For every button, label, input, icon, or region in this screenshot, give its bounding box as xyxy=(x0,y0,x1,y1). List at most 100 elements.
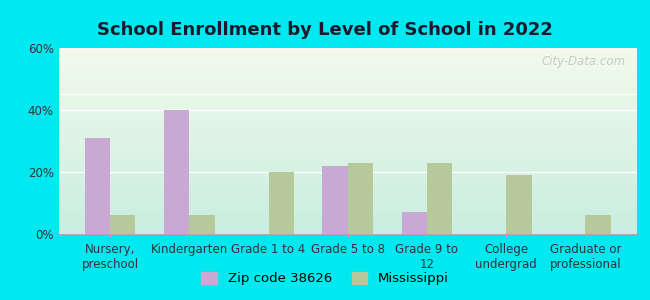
Bar xyxy=(58,115,637,116)
Bar xyxy=(58,50,637,51)
Bar xyxy=(58,101,637,102)
Bar xyxy=(58,119,637,120)
Bar xyxy=(58,209,637,210)
Bar xyxy=(58,194,637,195)
Bar xyxy=(58,130,637,131)
Bar xyxy=(58,172,637,173)
Bar xyxy=(58,197,637,198)
Bar xyxy=(58,112,637,113)
Bar xyxy=(58,69,637,70)
Bar xyxy=(58,113,637,114)
Bar xyxy=(58,85,637,86)
Bar xyxy=(58,171,637,172)
Bar xyxy=(58,198,637,199)
Bar xyxy=(58,151,637,152)
Bar xyxy=(189,215,214,234)
Bar xyxy=(58,79,637,80)
Bar xyxy=(58,114,637,115)
Bar xyxy=(58,54,637,55)
Bar xyxy=(58,110,637,111)
Bar xyxy=(58,53,637,54)
Bar xyxy=(58,188,637,189)
Bar xyxy=(58,98,637,99)
Bar xyxy=(58,60,637,61)
Bar xyxy=(58,208,637,209)
Bar xyxy=(58,186,637,187)
Bar xyxy=(58,183,637,184)
Bar xyxy=(58,140,637,141)
Bar xyxy=(58,213,637,214)
Bar xyxy=(58,157,637,158)
Bar xyxy=(268,172,294,234)
Bar xyxy=(58,80,637,82)
Bar xyxy=(58,125,637,126)
Bar xyxy=(58,88,637,89)
Bar xyxy=(58,228,637,229)
Bar xyxy=(58,149,637,150)
Bar xyxy=(58,68,637,69)
Bar xyxy=(58,223,637,224)
Bar xyxy=(58,107,637,108)
Legend: Zip code 38626, Mississippi: Zip code 38626, Mississippi xyxy=(196,266,454,290)
Bar xyxy=(58,160,637,161)
Bar xyxy=(58,166,637,167)
Bar xyxy=(58,97,637,98)
Bar xyxy=(58,216,637,217)
Bar xyxy=(58,136,637,137)
Bar xyxy=(58,199,637,200)
Bar xyxy=(58,106,637,107)
Bar xyxy=(58,123,637,124)
Bar xyxy=(58,154,637,155)
Bar xyxy=(58,184,637,185)
Bar xyxy=(58,160,637,161)
Bar xyxy=(58,168,637,169)
Bar xyxy=(58,214,637,215)
Bar xyxy=(58,84,637,85)
Bar xyxy=(58,177,637,178)
Bar xyxy=(58,49,637,50)
Bar xyxy=(58,165,637,166)
Bar xyxy=(58,167,637,168)
Bar xyxy=(58,124,637,125)
Bar xyxy=(586,215,611,234)
Bar xyxy=(58,121,637,122)
Bar xyxy=(58,164,637,165)
Bar xyxy=(58,180,637,181)
Bar xyxy=(58,73,637,74)
Bar xyxy=(58,229,637,230)
Bar xyxy=(58,74,637,75)
Bar xyxy=(58,146,637,147)
Bar xyxy=(58,231,637,232)
Bar xyxy=(164,110,189,234)
Bar xyxy=(58,205,637,206)
Bar xyxy=(58,230,637,231)
Bar xyxy=(58,120,637,121)
Bar xyxy=(58,82,637,83)
Bar xyxy=(58,82,637,83)
Bar xyxy=(58,63,637,64)
Bar xyxy=(58,58,637,59)
Bar xyxy=(58,227,637,228)
Bar xyxy=(58,99,637,100)
Bar xyxy=(58,221,637,222)
Bar xyxy=(58,191,637,192)
Bar xyxy=(58,156,637,157)
Bar xyxy=(58,158,637,159)
Bar xyxy=(58,144,637,145)
Bar xyxy=(58,161,637,162)
Bar xyxy=(58,226,637,227)
Bar xyxy=(58,72,637,73)
Bar xyxy=(58,129,637,130)
Text: School Enrollment by Level of School in 2022: School Enrollment by Level of School in … xyxy=(97,21,553,39)
Bar xyxy=(58,91,637,92)
Bar xyxy=(58,142,637,143)
Bar xyxy=(58,145,637,146)
Bar xyxy=(58,220,637,221)
Bar xyxy=(58,185,637,186)
Bar xyxy=(58,150,637,151)
Bar xyxy=(58,95,637,96)
Bar xyxy=(58,155,637,156)
Bar xyxy=(58,204,637,205)
Bar xyxy=(58,78,637,79)
Bar xyxy=(58,225,637,226)
